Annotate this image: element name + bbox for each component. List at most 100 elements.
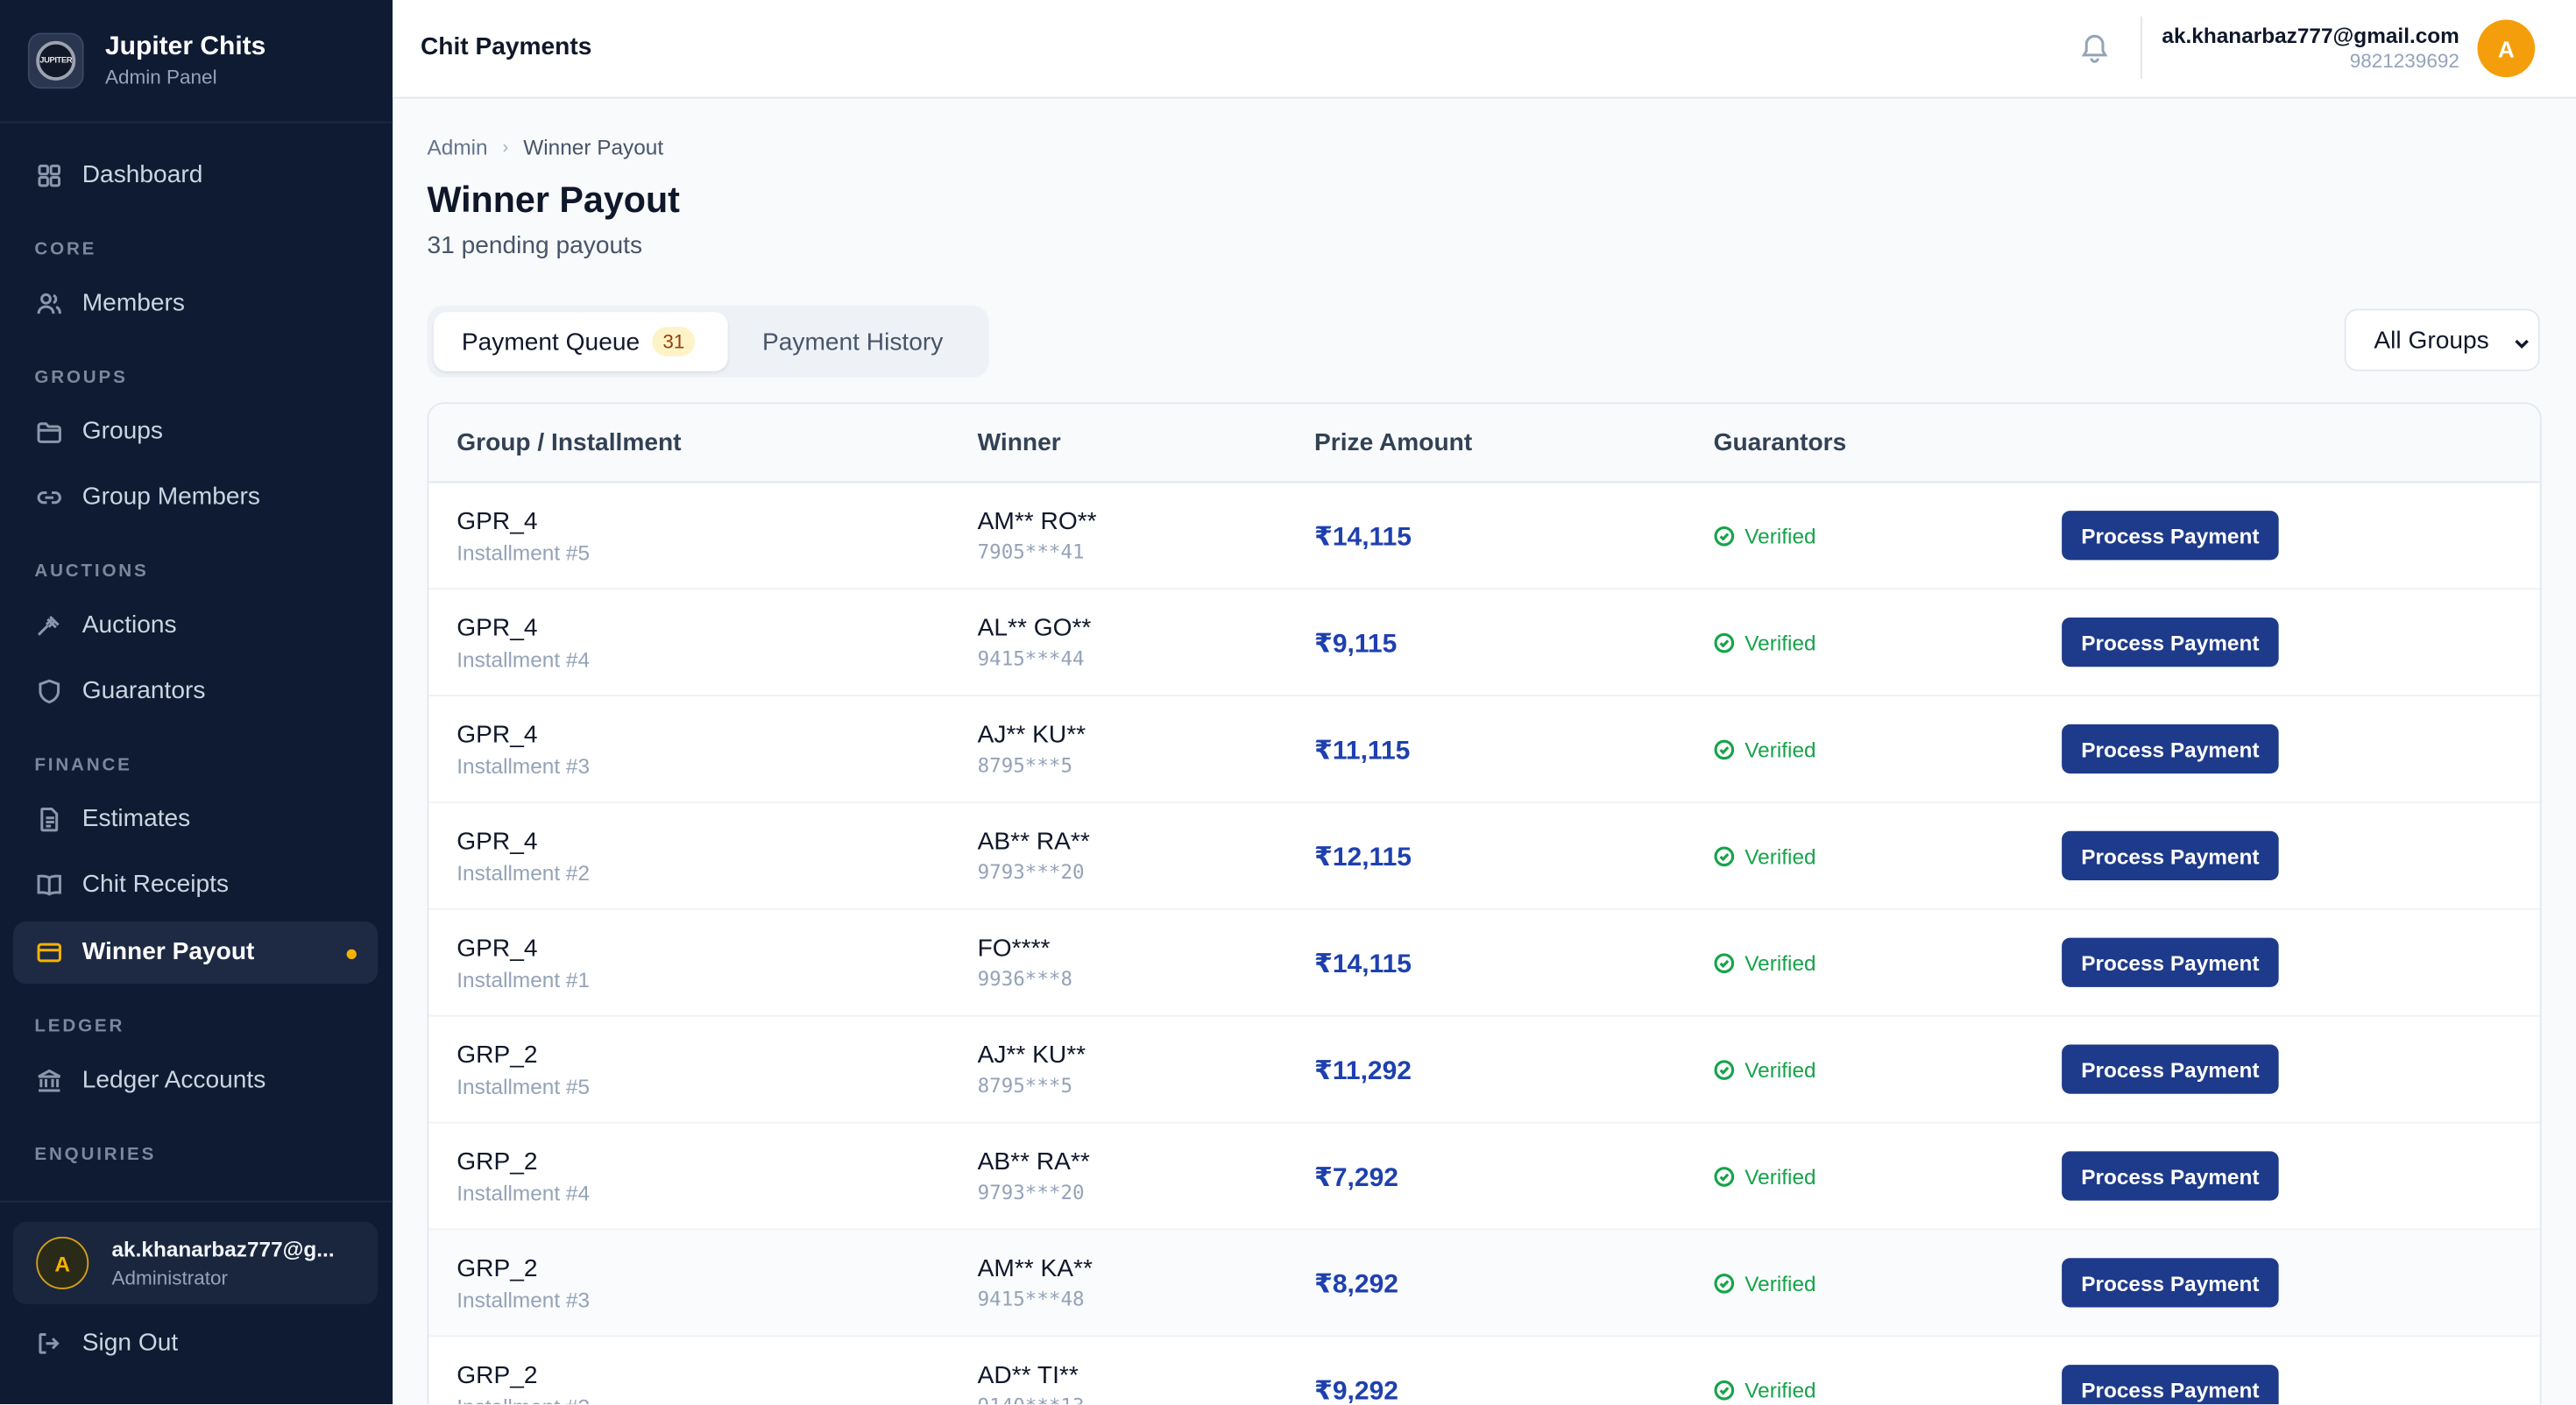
sidebar-user-card[interactable]: A ak.khanarbaz777@g... Administrator — [13, 1222, 379, 1304]
sidebar: JUPITER Jupiter Chits Admin Panel Dashbo… — [0, 0, 393, 1405]
process-payment-button[interactable]: Process Payment — [2062, 1258, 2279, 1308]
tab-label: Payment History — [762, 328, 944, 356]
sidebar-item-label: Winner Payout — [81, 937, 255, 966]
sidebar-item-groups[interactable]: Groups — [13, 401, 378, 463]
column-header-guarantors: Guarantors — [1713, 428, 1847, 457]
group-code: GRP_2 — [456, 1041, 538, 1070]
table-row: GPR_4 Installment #3 AJ** KU** 8795***5 ₹11,… — [428, 696, 2540, 803]
installment-number: Installment #2 — [456, 1394, 590, 1404]
logout-icon — [36, 1331, 62, 1357]
section-label-enquiries: ENQUIRIES — [34, 1144, 157, 1165]
top-header: Chit Payments ak.khanarbaz777@gmail.com … — [393, 0, 2576, 99]
sidebar-item-auctions[interactable]: Auctions — [13, 595, 378, 657]
prize-amount: ₹7,292 — [1314, 1164, 1398, 1193]
sidebar-item-dashboard[interactable]: Dashboard — [13, 145, 378, 207]
guarantor-status-label: Verified — [1744, 524, 1816, 549]
guarantor-status-label: Verified — [1744, 950, 1816, 976]
guarantor-status: Verified — [1714, 1058, 1816, 1083]
process-payment-button[interactable]: Process Payment — [2062, 618, 2279, 667]
process-payment-button[interactable]: Process Payment — [2062, 724, 2279, 774]
sidebar-item-label: Groups — [81, 417, 164, 446]
breadcrumb-current: Winner Payout — [523, 134, 664, 159]
brand-subtitle: Admin Panel — [105, 66, 217, 89]
sidebar-item-label: Members — [81, 289, 185, 317]
guarantor-status: Verified — [1714, 631, 1816, 655]
guarantor-status-label: Verified — [1744, 1271, 1816, 1296]
prize-amount: ₹9,292 — [1314, 1378, 1398, 1405]
sidebar-item-winner-payout[interactable]: Winner Payout — [13, 921, 379, 985]
check-circle-icon — [1714, 1380, 1735, 1401]
shield-icon — [36, 678, 62, 704]
brand-logo: JUPITER — [27, 32, 84, 89]
link-icon — [36, 484, 62, 511]
group-code: GPR_4 — [456, 934, 538, 963]
check-circle-icon — [1714, 953, 1735, 974]
group-filter-select[interactable]: All Groups — [2344, 308, 2540, 371]
tab-payment-queue[interactable]: Payment Queue 31 — [434, 312, 728, 371]
table-header: Group / Installment Winner Prize Amount … — [428, 404, 2540, 484]
group-code: GPR_4 — [456, 614, 538, 643]
table-row: GRP_2 Installment #2 AD** TI** 9140***13 ₹9,… — [428, 1337, 2539, 1405]
sidebar-item-estimates[interactable]: Estimates — [13, 788, 378, 851]
check-circle-icon — [1714, 739, 1735, 760]
sidebar-item-label: Ledger Accounts — [81, 1065, 266, 1094]
payout-table: Group / Installment Winner Prize Amount … — [427, 402, 2542, 1405]
section-label-finance: FINANCE — [34, 755, 132, 776]
sign-out-label: Sign Out — [81, 1328, 179, 1357]
column-header-prize-amount: Prize Amount — [1314, 428, 1473, 457]
section-label-ledger: LEDGER — [34, 1016, 125, 1037]
sidebar-item-members[interactable]: Members — [13, 272, 378, 335]
guarantor-status: Verified — [1714, 951, 1816, 976]
guarantor-status-label: Verified — [1744, 1057, 1816, 1083]
winner-phone: 9936***8 — [977, 967, 1072, 991]
brand-title: Jupiter Chits — [105, 32, 266, 61]
bell-icon[interactable] — [2078, 32, 2112, 65]
section-label-auctions: AUCTIONS — [34, 561, 149, 582]
process-payment-button[interactable]: Process Payment — [2062, 937, 2279, 987]
sidebar-divider — [0, 1200, 393, 1203]
winner-name: AD** TI** — [977, 1361, 1079, 1390]
process-payment-button[interactable]: Process Payment — [2062, 830, 2279, 880]
sidebar-item-group-members[interactable]: Group Members — [13, 467, 378, 529]
breadcrumb-root[interactable]: Admin — [427, 134, 488, 159]
guarantor-status: Verified — [1714, 844, 1816, 869]
winner-name: AL** GO** — [977, 614, 1092, 643]
header-title: Chit Payments — [421, 32, 592, 61]
sidebar-item-label: Chit Receipts — [81, 870, 230, 899]
guarantor-status: Verified — [1714, 738, 1816, 762]
process-payment-button[interactable]: Process Payment — [2062, 511, 2279, 561]
section-label-groups: GROUPS — [34, 368, 128, 388]
prize-amount: ₹11,115 — [1314, 737, 1411, 766]
process-payment-button[interactable]: Process Payment — [2062, 1365, 2279, 1405]
group-code: GRP_2 — [456, 1254, 538, 1283]
guarantor-status: Verified — [1714, 1164, 1816, 1190]
check-circle-icon — [1714, 1273, 1735, 1294]
group-code: GRP_2 — [456, 1147, 538, 1176]
sign-out-button[interactable]: Sign Out — [13, 1312, 378, 1374]
process-payment-button[interactable]: Process Payment — [2062, 1151, 2279, 1201]
gavel-icon — [36, 612, 62, 639]
sidebar-item-chit-receipts[interactable]: Chit Receipts — [13, 854, 378, 916]
avatar[interactable]: A — [2477, 19, 2536, 78]
process-payment-button[interactable]: Process Payment — [2062, 1044, 2279, 1094]
header-divider — [2141, 16, 2142, 79]
sidebar-user-email: ak.khanarbaz777@g... — [111, 1236, 335, 1261]
group-code: GPR_4 — [456, 507, 538, 536]
main-content: Admin › Winner Payout Winner Payout 31 p… — [393, 99, 2576, 1405]
page-subtitle: 31 pending payouts — [427, 231, 643, 260]
page-title: Winner Payout — [427, 179, 680, 221]
installment-number: Installment #1 — [456, 967, 591, 992]
group-code: GPR_4 — [456, 721, 538, 749]
guarantor-status-label: Verified — [1744, 737, 1816, 762]
table-row: GRP_2 Installment #4 AB** RA** 9793***20 ₹7,… — [428, 1124, 2540, 1231]
tab-payment-history[interactable]: Payment History — [762, 312, 976, 371]
bank-icon — [36, 1068, 62, 1094]
sidebar-item-guarantors[interactable]: Guarantors — [13, 660, 378, 723]
check-circle-icon — [1714, 1059, 1735, 1080]
installment-number: Installment #5 — [456, 1074, 591, 1099]
sidebar-item-ledger-accounts[interactable]: Ledger Accounts — [13, 1049, 378, 1112]
prize-amount: ₹14,115 — [1314, 524, 1412, 552]
sidebar-item-label: Auctions — [81, 611, 177, 639]
document-icon — [36, 807, 62, 833]
